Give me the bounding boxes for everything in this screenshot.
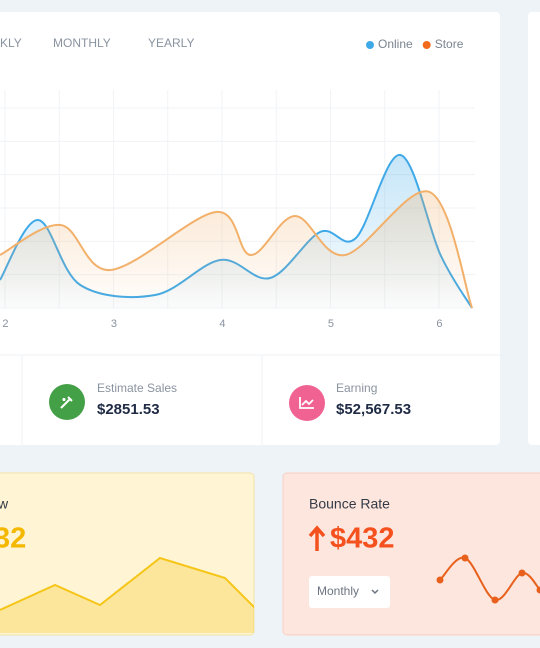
stat-value: $2851.53 — [97, 401, 160, 418]
tab[interactable]: YEARLY — [148, 36, 194, 50]
main-chart — [0, 154, 473, 309]
line — [0, 556, 254, 611]
marker — [461, 554, 469, 562]
marker — [536, 586, 540, 594]
sparkline — [436, 554, 540, 604]
stat-label: Estimate Sales — [97, 381, 177, 395]
legend-label: Store — [435, 37, 464, 51]
stat-label: Earning — [336, 381, 377, 395]
x-tick-label: 2 — [2, 318, 8, 330]
tab[interactable]: KLY — [0, 36, 22, 50]
card-value: $432 — [330, 523, 395, 555]
marker — [491, 596, 499, 604]
marker — [518, 569, 526, 577]
line — [0, 190, 473, 309]
area — [0, 191, 472, 308]
icon-glyph — [60, 396, 73, 409]
icon-glyph — [299, 397, 314, 409]
legend: Online Store — [366, 37, 464, 51]
stat-value: $52,567.53 — [336, 401, 411, 418]
marker — [436, 576, 444, 584]
side-card — [528, 12, 540, 445]
legend-swatch — [366, 41, 374, 49]
x-tick-label: 4 — [219, 318, 225, 330]
x-tick-label: 6 — [436, 318, 442, 330]
sparkline — [0, 556, 254, 633]
legend-label: Online — [378, 37, 413, 51]
card-title: w — [0, 496, 9, 512]
card-value: 32 — [0, 523, 26, 555]
x-tick-label: 5 — [328, 318, 334, 330]
area — [0, 558, 254, 633]
legend-swatch — [422, 41, 431, 49]
arrow-up — [308, 525, 326, 551]
chevron — [371, 589, 379, 595]
card-title: Bounce Rate — [309, 496, 390, 512]
dropdown-label[interactable]: Monthly — [317, 584, 359, 598]
card — [0, 472, 255, 636]
tab[interactable]: MONTHLY — [53, 36, 111, 50]
dropdown[interactable] — [309, 576, 390, 608]
x-tick-label: 3 — [111, 318, 117, 330]
chart-card — [0, 12, 500, 445]
